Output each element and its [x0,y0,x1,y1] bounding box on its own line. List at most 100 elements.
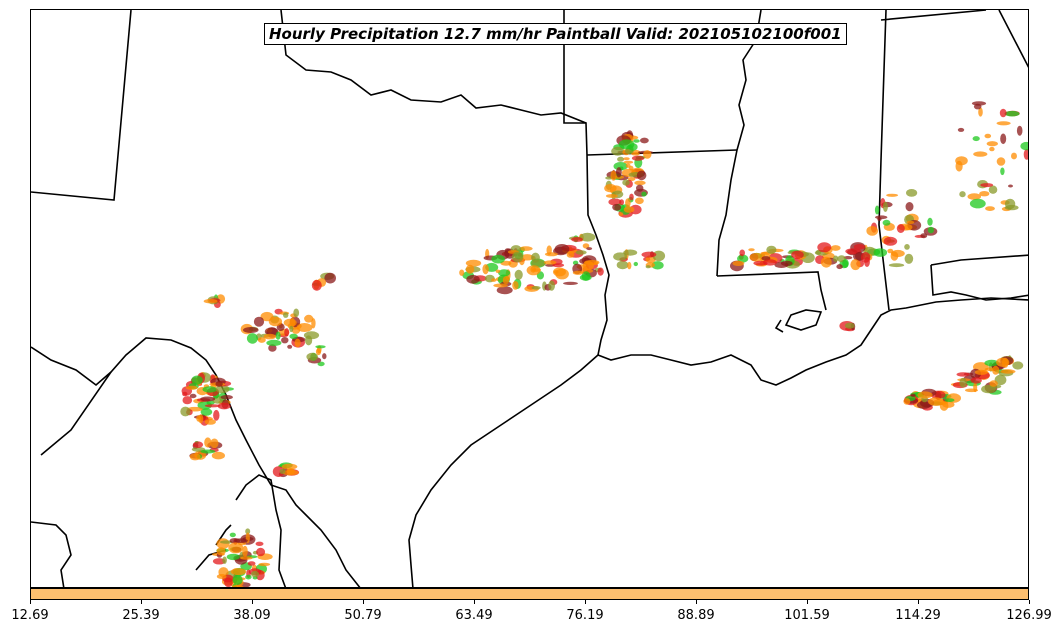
precip-paintball [200,408,213,416]
precip-paintball [917,391,933,399]
precip-paintball [258,562,271,567]
precip-paintball [774,261,789,268]
precip-paintball [296,323,313,332]
precip-paintball [920,233,928,239]
precip-paintball [618,139,635,150]
precip-paintball [189,453,201,461]
precip-paintball [216,574,227,579]
precip-paintball [256,547,266,557]
precip-paintball [836,264,843,270]
precip-paintball [211,451,225,460]
precip-paintball [283,318,297,327]
precip-paintball [275,331,281,340]
precip-paintball [618,212,624,217]
precip-paintball [281,337,289,344]
precip-paintball [652,250,666,262]
precip-paintball [955,156,968,166]
precip-paintball [279,468,286,474]
precip-paintball [575,250,587,255]
precip-paintball [502,276,510,285]
precip-paintball [283,312,289,318]
precip-paintball [226,553,240,561]
precip-paintball [255,541,264,546]
precip-paintball [311,279,322,291]
precip-paintball [234,538,248,543]
precip-paintball [944,398,955,402]
precip-paintball [967,193,982,200]
precip-paintball [287,344,293,349]
precip-paintball [230,568,247,576]
precip-paintball [579,232,596,242]
colorbar-tick-mark [251,600,253,604]
precip-paintball [616,260,629,270]
precip-paintball [625,198,631,208]
precip-paintball [1004,204,1019,211]
precip-paintball [882,219,891,226]
precip-paintball [850,259,861,271]
colorbar-tick-label: 101.59 [784,608,830,623]
precip-paintball [204,437,212,448]
precip-paintball [293,308,300,318]
precip-paintball [465,264,475,274]
precip-paintball [289,333,298,339]
precip-paintball [996,157,1006,166]
precip-paintball [608,198,622,206]
precip-paintball [493,283,508,288]
colorbar-tick-mark [584,600,586,604]
precip-paintball [217,402,231,410]
precip-paintball [459,269,465,276]
colorbar-tick-mark [695,600,697,604]
precip-paintball [996,121,1011,126]
precip-paintball [243,327,259,333]
precip-paintball [636,184,644,192]
precip-paintball [980,183,994,188]
precip-paintball [272,466,285,477]
precip-paintball [1004,110,1020,117]
precip-paintball [973,151,988,157]
precip-paintball [572,270,584,275]
precip-paintball [204,404,221,408]
precip-paintball [253,316,265,327]
precip-paintball [294,338,301,348]
precip-paintball [643,150,652,159]
precip-paintball [984,133,992,139]
precip-paintball [213,409,220,421]
precip-paintball [466,274,480,284]
precip-paintball [641,191,647,197]
precip-paintball [1020,141,1028,151]
precip-paintball [651,261,664,270]
precip-paintball [245,528,251,535]
precip-paintball [882,201,888,212]
precip-paintball [204,419,216,425]
precip-paintball [306,352,319,361]
precip-paintball [927,226,935,234]
precip-paintball [196,415,202,422]
precip-paintball [491,278,497,282]
precip-paintball [973,382,978,393]
precip-paintball [623,160,634,164]
map-title: Hourly Precipitation 12.7 mm/hr Paintbal… [264,23,847,45]
precip-paintball [303,331,320,340]
precip-paintball [200,449,216,454]
precip-paintball [228,542,244,554]
precip-paintball [268,316,283,327]
precip-paintball [842,259,849,268]
precip-paintball [957,127,965,132]
precip-paintball [210,438,219,449]
precip-paintball [1016,125,1023,136]
precip-paintball [229,532,236,538]
precip-paintball [579,274,592,281]
precip-paintball [633,139,640,143]
precip-paintball [904,253,914,264]
precip-paintball [240,556,253,560]
precip-paintball [220,540,233,544]
precip-paintball [904,244,910,250]
colorbar-tick-label: 114.29 [895,608,941,623]
precip-paintball [545,263,555,267]
precip-paintball [890,251,899,261]
precip-paintball [623,206,635,213]
precip-paintball [996,357,1010,367]
precip-paintball [612,203,622,211]
precip-paintball [1023,149,1028,160]
precip-paintball [853,244,865,250]
